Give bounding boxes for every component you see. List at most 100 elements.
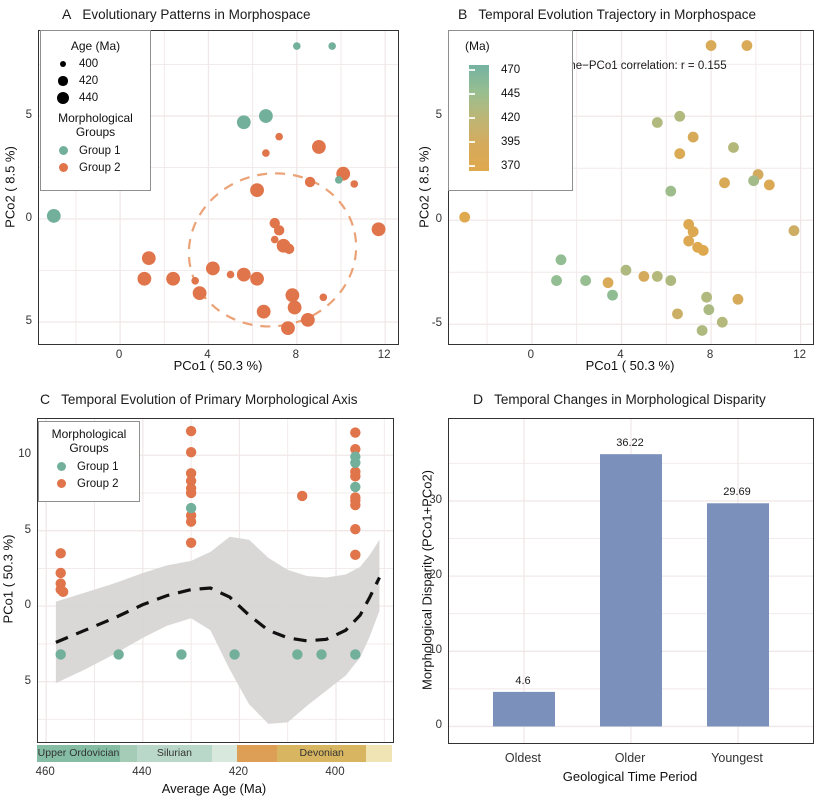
x-tick-label: 420 — [228, 766, 248, 778]
correlation-annotation: Time−PCo1 correlation: r = 0.155 — [557, 60, 727, 72]
data-point-group2 — [300, 313, 315, 327]
data-point-age-colored — [638, 271, 650, 282]
data-point-age-colored — [687, 131, 699, 143]
data-point-age-colored — [705, 40, 717, 51]
legend-group-item: Group 2 — [55, 162, 150, 174]
bar-value-label: 36.22 — [616, 437, 644, 450]
legend-age-item: 400 — [55, 58, 150, 70]
legend-group-items: Group 1 Group 2 — [39, 461, 139, 490]
data-point-age-colored — [555, 254, 567, 266]
legend-group-label: Group 1 — [79, 144, 121, 157]
data-point-group2 — [226, 270, 235, 279]
data-point-age-colored — [788, 225, 800, 237]
data-point-age-colored — [703, 304, 715, 316]
age-size-dot-wrap — [55, 92, 71, 104]
legend-group-label: Group 2 — [77, 477, 119, 490]
panel-c-title: C Temporal Evolution of Primary Morpholog… — [40, 391, 358, 407]
panel-b-x-axis-label: PCo1 ( 50.3 %) — [585, 358, 675, 373]
age-size-dot — [58, 76, 68, 86]
data-point-group2 — [371, 222, 386, 237]
data-point-age-colored — [683, 235, 695, 247]
data-point-group1 — [46, 209, 61, 223]
x-tick-label: 8 — [706, 349, 714, 361]
group-dot-wrap — [55, 163, 71, 173]
colorbar-tick-label: 395 — [501, 136, 521, 148]
data-point-group2 — [275, 132, 283, 141]
geo-band-devonian — [277, 745, 367, 762]
legend-age-label: 420 — [79, 75, 99, 87]
colorbar-tick-mark — [469, 93, 475, 95]
panel-c-tag: C — [40, 391, 51, 407]
data-point-group2 — [192, 286, 207, 301]
data-point-group2 — [312, 140, 326, 154]
data-point-group2 — [319, 293, 328, 302]
plot-svg — [449, 31, 813, 344]
data-point-group1 — [176, 649, 187, 660]
panel-c-legend: Morphological Groups Group 1 Group 2 — [38, 421, 140, 502]
panel-c-plot-area — [37, 418, 394, 743]
data-point-group2 — [166, 271, 181, 286]
panel-a-title-text: Evolutionary Patterns in Morphospace — [82, 7, 311, 22]
panel-c-x-axis-label: Average Age (Ma) — [161, 781, 267, 796]
data-point-age-colored — [665, 185, 677, 197]
panel-c-title-text: Temporal Evolution of Primary Morphologi… — [61, 392, 358, 407]
data-point-age-colored — [728, 142, 739, 153]
data-point-age-colored — [665, 275, 677, 286]
geo-band — [236, 745, 278, 762]
geo-band-label: Upper Ordovician — [37, 747, 120, 759]
geologic-period-strip — [37, 745, 392, 762]
panel-d-title: D Temporal Changes in Morphological Dispa… — [473, 391, 766, 407]
data-point-group2 — [141, 251, 156, 266]
gridlines — [39, 31, 398, 344]
data-point-group2 — [185, 537, 197, 548]
data-point-age-colored — [716, 316, 728, 328]
geo-band-silurian — [136, 745, 212, 762]
legend-group-item: Group 2 — [53, 478, 139, 490]
panel-b-title-text: Temporal Evolution Trajectory in Morphos… — [478, 7, 756, 22]
x-tick-label: 400 — [325, 766, 345, 778]
y-tick-label: 5 — [24, 674, 31, 687]
y-tick-label: 5 — [24, 523, 31, 536]
legend-group-items: Group 1 Group 2 — [41, 145, 150, 174]
age-size-dot-wrap — [55, 60, 71, 68]
x-tick-label: 0 — [527, 349, 535, 361]
data-point-group2 — [283, 243, 295, 255]
bar-older — [600, 454, 662, 727]
trend-confidence-ribbon — [55, 536, 380, 724]
data-point-age-colored — [651, 117, 663, 128]
y-tick-label: 10 — [429, 644, 442, 657]
data-point-group2 — [185, 425, 197, 437]
panel-d-tag: D — [473, 391, 484, 407]
data-point-age-colored — [580, 275, 592, 286]
colorbar-tick-mark — [469, 165, 475, 167]
group-color-dot — [56, 462, 66, 472]
data-point-group2 — [55, 548, 66, 559]
panel-a-title: A Evolutionary Patterns in Morphospace — [62, 6, 310, 22]
panel-b: B Temporal Evolution Trajectory in Morpho… — [415, 0, 831, 385]
x-tick-label: 4 — [617, 349, 624, 361]
panel-d: D Temporal Changes in Morphological Dispa… — [415, 385, 831, 799]
y-tick-label: 0 — [24, 599, 31, 612]
data-point-group1 — [316, 649, 327, 660]
colorbar-tick-mark — [469, 141, 475, 143]
y-tick-label: 0 — [435, 213, 442, 226]
geo-band-upper-ordovician — [37, 745, 121, 762]
panel-a-tag: A — [62, 6, 72, 22]
data-point-age-colored — [607, 289, 618, 301]
data-point-age-colored — [674, 148, 686, 160]
data-point-group1 — [236, 115, 251, 130]
data-point-age-colored — [602, 277, 614, 289]
data-point-group2 — [185, 468, 197, 479]
data-point-group2 — [137, 271, 152, 286]
geo-band — [120, 745, 137, 762]
data-point-group2 — [236, 267, 251, 282]
data-point-group1 — [350, 457, 361, 468]
data-point-group2 — [350, 549, 361, 561]
colorbar-tick-label: 470 — [501, 64, 521, 76]
data-point-group2 — [185, 516, 197, 527]
data-point-group2 — [304, 176, 316, 188]
data-point-group1 — [350, 481, 361, 493]
geo-band — [211, 745, 237, 762]
panel-d-x-axis-label: Geological Time Period — [562, 769, 698, 784]
